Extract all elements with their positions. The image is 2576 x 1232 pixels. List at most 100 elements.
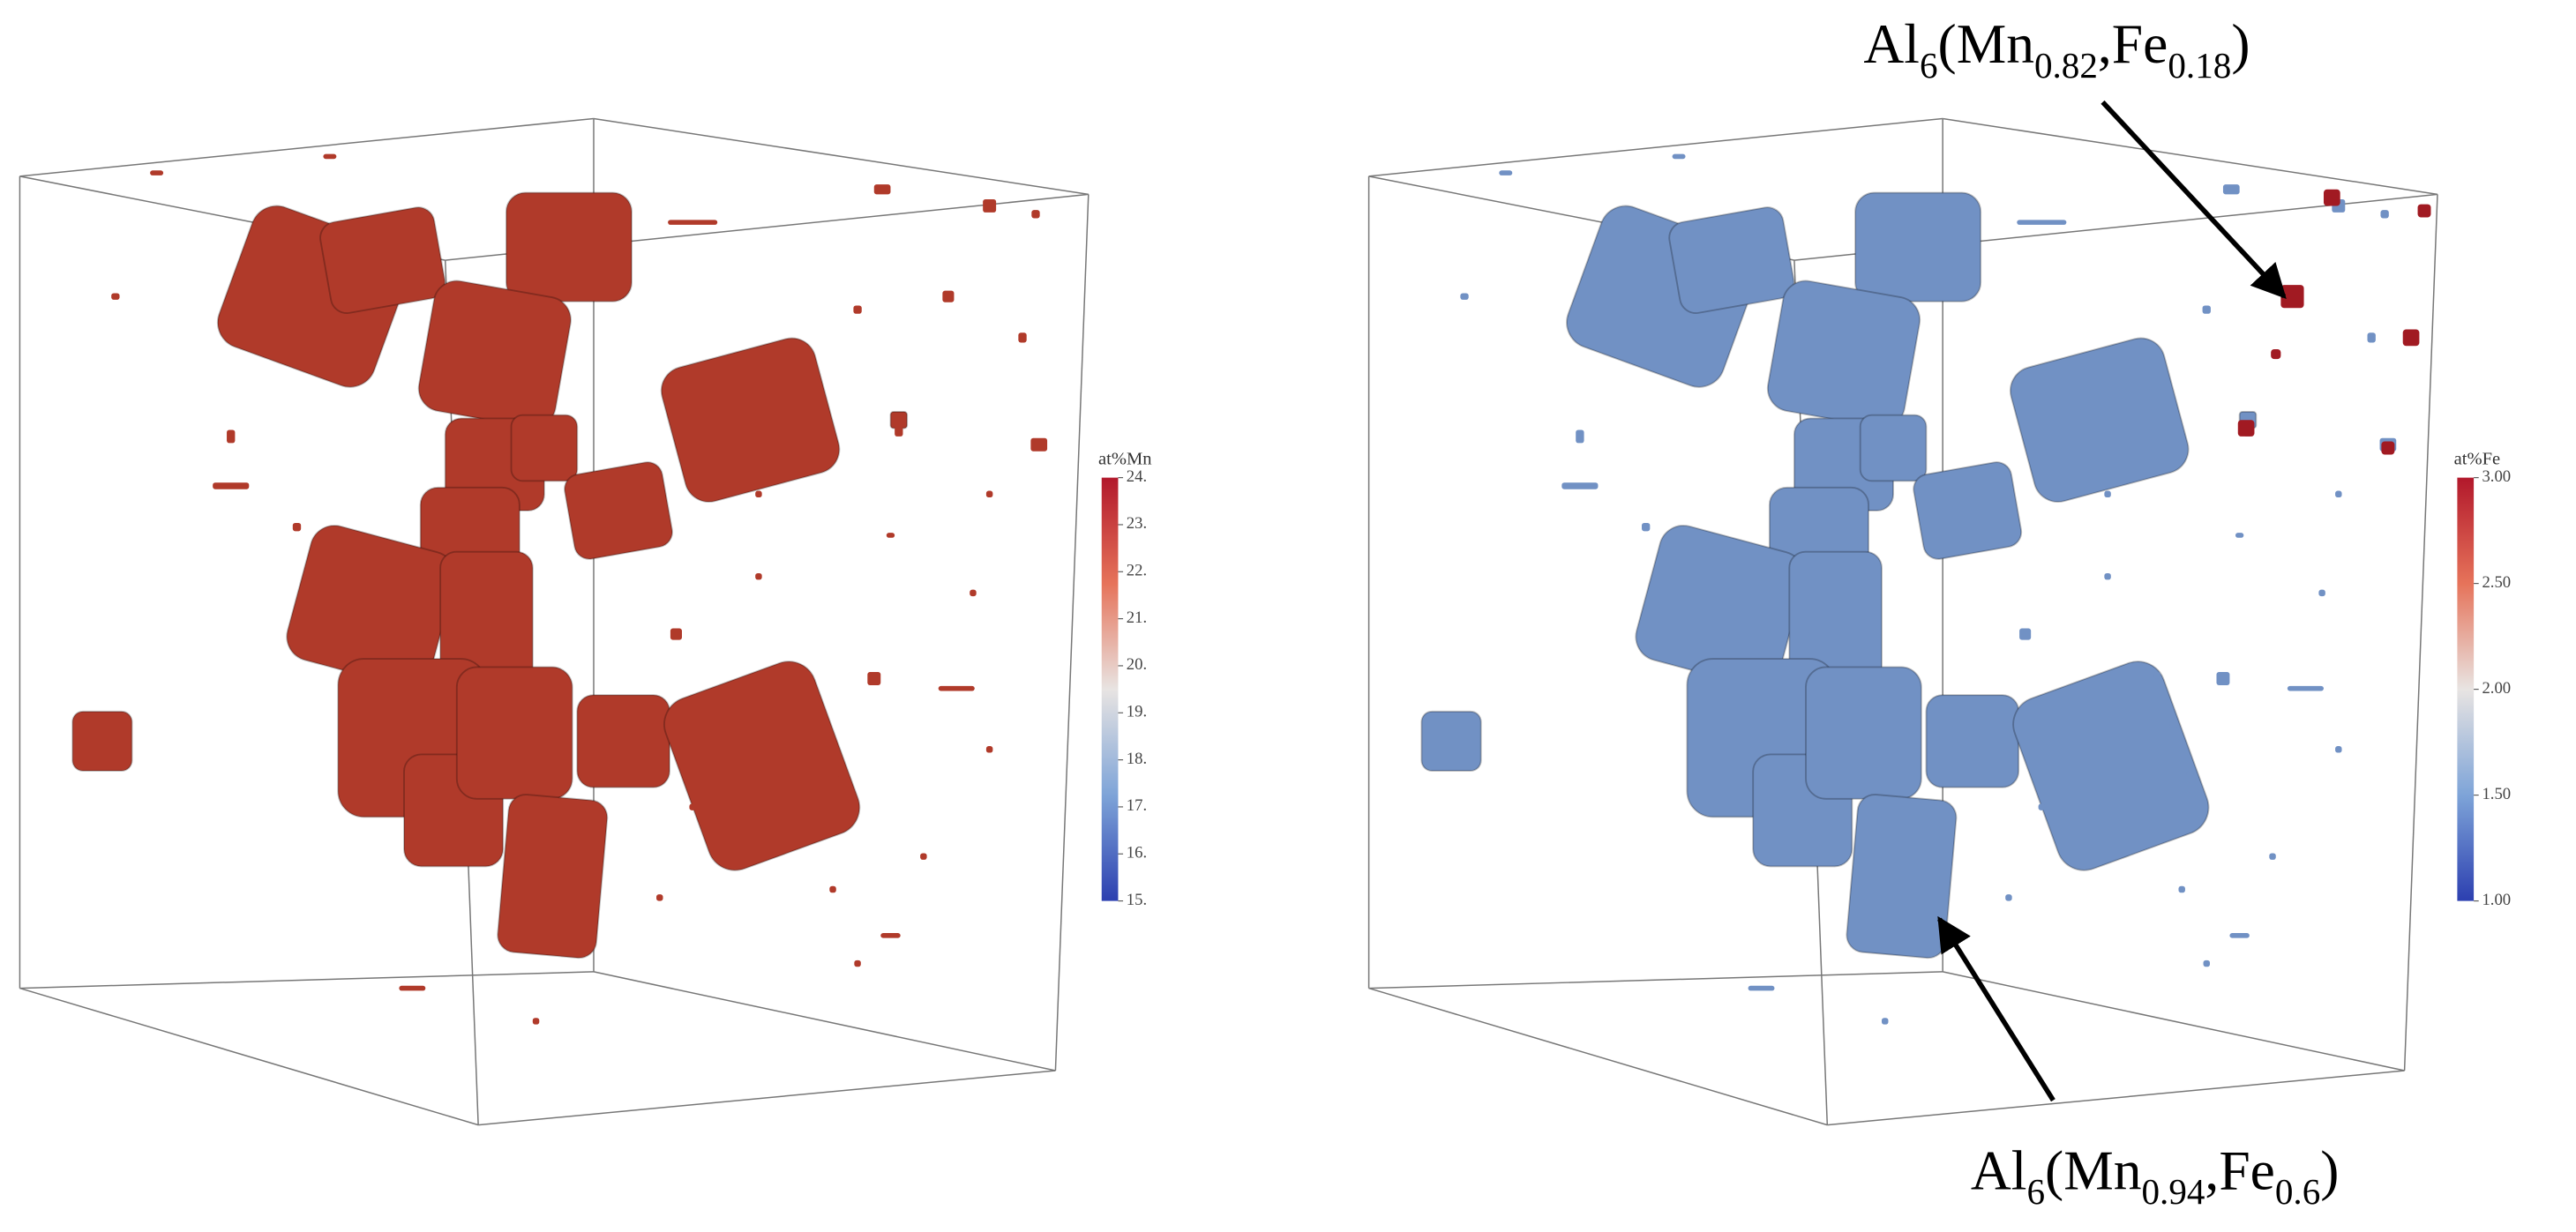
cube-edge — [593, 971, 1056, 1071]
particle — [2153, 672, 2160, 679]
particle — [2323, 189, 2340, 206]
particle — [1018, 332, 1027, 343]
particle — [1561, 482, 1599, 489]
particle — [2381, 441, 2395, 455]
precipitate — [1766, 280, 1921, 429]
particle — [1641, 522, 1651, 532]
precipitate — [1925, 694, 2020, 788]
particle — [805, 672, 812, 679]
particle — [895, 426, 903, 437]
particle — [970, 589, 977, 597]
colorbar-tick-label: 18. — [1127, 750, 1147, 768]
colorbar-tick-label: 22. — [1127, 562, 1147, 580]
particle — [689, 803, 696, 810]
particle — [2237, 420, 2255, 437]
particle — [938, 685, 975, 691]
colorbar-tick-label: 23. — [1127, 514, 1147, 533]
formula-text: Al — [1971, 1139, 2027, 1201]
colorbar-tick-label: 1.00 — [2482, 891, 2511, 909]
particle — [2104, 572, 2111, 580]
particle — [886, 533, 895, 538]
particle — [227, 429, 236, 444]
particle — [292, 522, 302, 532]
cube-edge — [593, 117, 1089, 196]
particle — [2203, 959, 2210, 967]
particle — [2417, 204, 2431, 218]
particle — [213, 482, 250, 489]
colorbar-tick-label: 1.50 — [2482, 785, 2511, 803]
precipitate — [1854, 191, 1982, 302]
colorbar-tick-label: 3.00 — [2482, 467, 2511, 486]
particle — [399, 985, 426, 991]
precipitate — [576, 694, 670, 788]
particle — [942, 290, 955, 302]
cube-edge — [478, 1070, 1056, 1126]
particle — [873, 184, 891, 195]
particle — [985, 746, 993, 753]
cube-edge — [19, 987, 479, 1126]
particle — [2367, 332, 2376, 343]
particle — [2222, 184, 2240, 195]
formula-text: ,Fe — [2205, 1139, 2274, 1201]
cube-edge — [1368, 987, 1828, 1126]
particle — [2169, 721, 2178, 728]
annotation: Al6(Mn0.94,Fe0.6) — [1971, 1139, 2340, 1212]
precipitate — [1420, 710, 1482, 772]
colorbar-label: at%Fe — [2454, 450, 2501, 469]
particle — [2269, 853, 2276, 860]
cube-edge — [1942, 971, 2405, 1071]
particle — [323, 153, 337, 160]
colorbar — [2457, 477, 2475, 901]
particle — [867, 672, 881, 685]
particle — [2235, 533, 2244, 538]
particle — [2005, 894, 2012, 901]
colorbar — [1101, 477, 1119, 901]
precipitate — [2012, 661, 2210, 871]
particle — [920, 853, 927, 860]
particle — [2178, 885, 2185, 893]
precipitate — [2009, 337, 2190, 503]
particle — [2216, 672, 2230, 685]
particle — [2271, 348, 2281, 360]
arrow — [1937, 915, 2056, 1102]
particle — [2335, 490, 2342, 498]
precipitate — [889, 410, 909, 429]
precipitate — [417, 280, 572, 429]
particle — [2335, 746, 2342, 753]
particle — [853, 305, 862, 314]
cube-edge — [1368, 117, 1943, 177]
particle — [985, 490, 993, 498]
particle — [532, 1018, 540, 1025]
colorbar-tick-label: 19. — [1127, 703, 1147, 721]
colorbar-label: at%Mn — [1098, 450, 1152, 469]
particle — [1460, 293, 1469, 300]
subscript: 0.82 — [2034, 45, 2098, 86]
particle — [820, 721, 829, 728]
cube-edge — [1943, 117, 2438, 196]
particle — [2104, 490, 2111, 498]
particle — [1030, 437, 1048, 452]
particle — [2202, 305, 2211, 314]
particle — [2017, 220, 2067, 225]
particle — [2280, 285, 2304, 309]
particle — [1748, 985, 1775, 991]
precipitate — [71, 710, 133, 772]
cube-edge — [1368, 971, 1943, 989]
subscript: 0.6 — [2275, 1171, 2320, 1212]
precipitate — [505, 191, 633, 302]
formula-text: ) — [2231, 12, 2250, 75]
arrow — [2100, 100, 2287, 300]
precipitate — [319, 206, 446, 314]
cube-edge — [1054, 194, 1090, 1071]
annotation: Al6(Mn0.82,Fe0.18) — [1863, 12, 2250, 86]
formula-text: ) — [2320, 1139, 2339, 1201]
particle — [1576, 429, 1584, 444]
formula-text: Al — [1863, 12, 1920, 75]
precipitate — [660, 337, 841, 503]
particle — [2038, 803, 2046, 810]
particle — [656, 894, 663, 901]
colorbar-tick-label: 21. — [1127, 609, 1147, 627]
precipitate — [1805, 666, 1922, 800]
